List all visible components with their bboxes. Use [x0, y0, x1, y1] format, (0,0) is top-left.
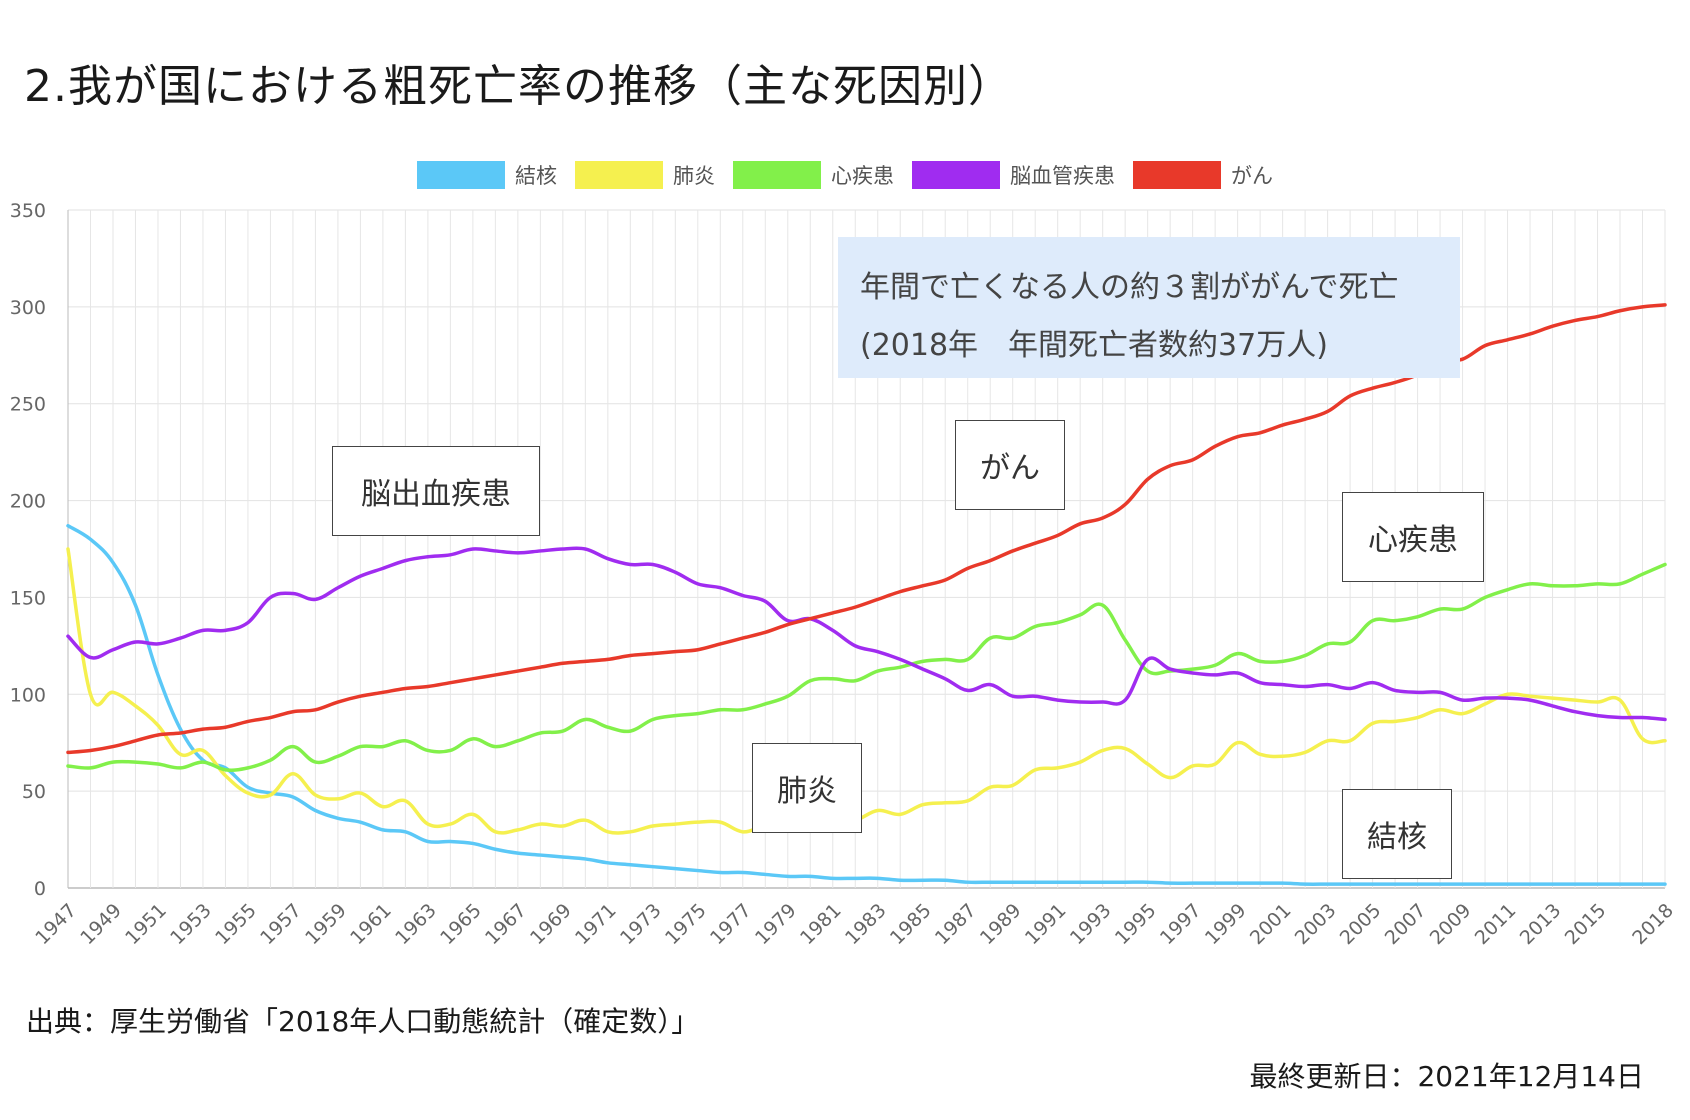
callout-line-2: (2018年 年間死亡者数約37万人): [860, 328, 1328, 363]
annotation-cancer: がん: [955, 420, 1065, 510]
annotation-tb: 結核: [1342, 789, 1452, 879]
legend-item-pneumonia[interactable]: 肺炎: [575, 160, 715, 190]
series-line-cancer: [66, 303, 1667, 755]
x-tick-label: 1959: [301, 899, 351, 949]
last-updated: 最終更新日：2021年12月14日: [1249, 1060, 1644, 1093]
x-tick-label: 1975: [661, 899, 711, 949]
legend-label-cancer: がん: [1231, 164, 1273, 188]
x-tick-label: 1997: [1156, 899, 1206, 949]
legend-item-cancer[interactable]: がん: [1133, 160, 1273, 190]
y-tick-label: 200: [10, 491, 46, 513]
x-tick-label: 1971: [571, 899, 621, 949]
legend-item-tb[interactable]: 結核: [417, 160, 557, 190]
annotation-pneumonia: 肺炎: [752, 743, 862, 833]
x-tick-label: 2001: [1246, 899, 1296, 949]
x-tick-label: 2009: [1426, 899, 1476, 949]
y-tick-label: 0: [34, 878, 46, 900]
legend-label-pneumonia: 肺炎: [673, 164, 715, 188]
x-tick-label: 2011: [1471, 899, 1521, 949]
annotation-heart: 心疾患: [1342, 492, 1484, 582]
annotation-stroke: 脳出血疾患: [332, 446, 540, 536]
legend-swatch-cancer: [1133, 161, 1221, 189]
x-axis: 1947194919511953195519571959196119631965…: [31, 899, 1678, 949]
x-tick-label: 1979: [751, 899, 801, 949]
x-tick-label: 2007: [1381, 899, 1431, 949]
series-line-tb: [66, 524, 1667, 886]
x-tick-label: 2015: [1561, 899, 1611, 949]
x-tick-label: 1969: [526, 899, 576, 949]
series-lines: [66, 303, 1667, 886]
x-tick-label: 2018: [1628, 899, 1678, 949]
x-tick-label: 1951: [121, 899, 171, 949]
x-tick-label: 1985: [886, 899, 936, 949]
x-tick-label: 1967: [481, 899, 531, 949]
x-tick-label: 1999: [1201, 899, 1251, 949]
callout-box: 年間で亡くなる人の約３割ががんで死亡 (2018年 年間死亡者数約37万人): [838, 237, 1460, 378]
x-tick-label: 1957: [256, 899, 306, 949]
x-tick-label: 1963: [391, 899, 441, 949]
source-note: 出典：厚生労働省「2018年人口動態統計（確定数）」: [26, 1005, 700, 1038]
y-tick-label: 100: [10, 684, 46, 706]
y-tick-label: 250: [10, 394, 46, 416]
legend-label-stroke: 脳血管疾患: [1010, 164, 1115, 188]
y-tick-label: 300: [10, 297, 46, 319]
x-tick-label: 1949: [76, 899, 126, 949]
page-title: 2.我が国における粗死亡率の推移（主な死因別）: [24, 61, 1013, 112]
x-tick-label: 2013: [1516, 899, 1566, 949]
legend-item-heart[interactable]: 心疾患: [733, 160, 894, 190]
x-tick-label: 1989: [976, 899, 1026, 949]
chart-legend: 結核 肺炎 心疾患 脳血管疾患 がん: [0, 160, 1690, 190]
legend-swatch-pneumonia: [575, 161, 663, 189]
x-tick-label: 1977: [706, 899, 756, 949]
y-tick-label: 150: [10, 587, 46, 609]
x-tick-label: 1973: [616, 899, 666, 949]
x-tick-label: 1981: [796, 899, 846, 949]
legend-swatch-heart: [733, 161, 821, 189]
legend-swatch-stroke: [912, 161, 1000, 189]
y-tick-label: 50: [22, 781, 46, 803]
x-tick-label: 1955: [211, 899, 261, 949]
x-tick-label: 1987: [931, 899, 981, 949]
series-line-stroke: [66, 546, 1667, 722]
x-tick-label: 1983: [841, 899, 891, 949]
x-tick-label: 1961: [346, 899, 396, 949]
legend-label-tb: 結核: [515, 164, 557, 188]
legend-swatch-tb: [417, 161, 505, 189]
x-tick-label: 2005: [1336, 899, 1386, 949]
series-line-heart: [66, 562, 1667, 772]
y-tick-label: 350: [10, 200, 46, 222]
y-axis: 0 50 100 150 200 250 300 350: [10, 200, 46, 900]
x-tick-label: 1991: [1021, 899, 1071, 949]
x-tick-label: 1953: [166, 899, 216, 949]
x-tick-label: 1947: [31, 899, 81, 949]
x-tick-label: 1993: [1066, 899, 1116, 949]
x-tick-label: 2003: [1291, 899, 1341, 949]
x-tick-label: 1965: [436, 899, 486, 949]
legend-item-stroke[interactable]: 脳血管疾患: [912, 160, 1115, 190]
callout-line-1: 年間で亡くなる人の約３割ががんで死亡: [860, 270, 1399, 305]
x-tick-label: 1995: [1111, 899, 1161, 949]
legend-label-heart: 心疾患: [831, 164, 894, 188]
